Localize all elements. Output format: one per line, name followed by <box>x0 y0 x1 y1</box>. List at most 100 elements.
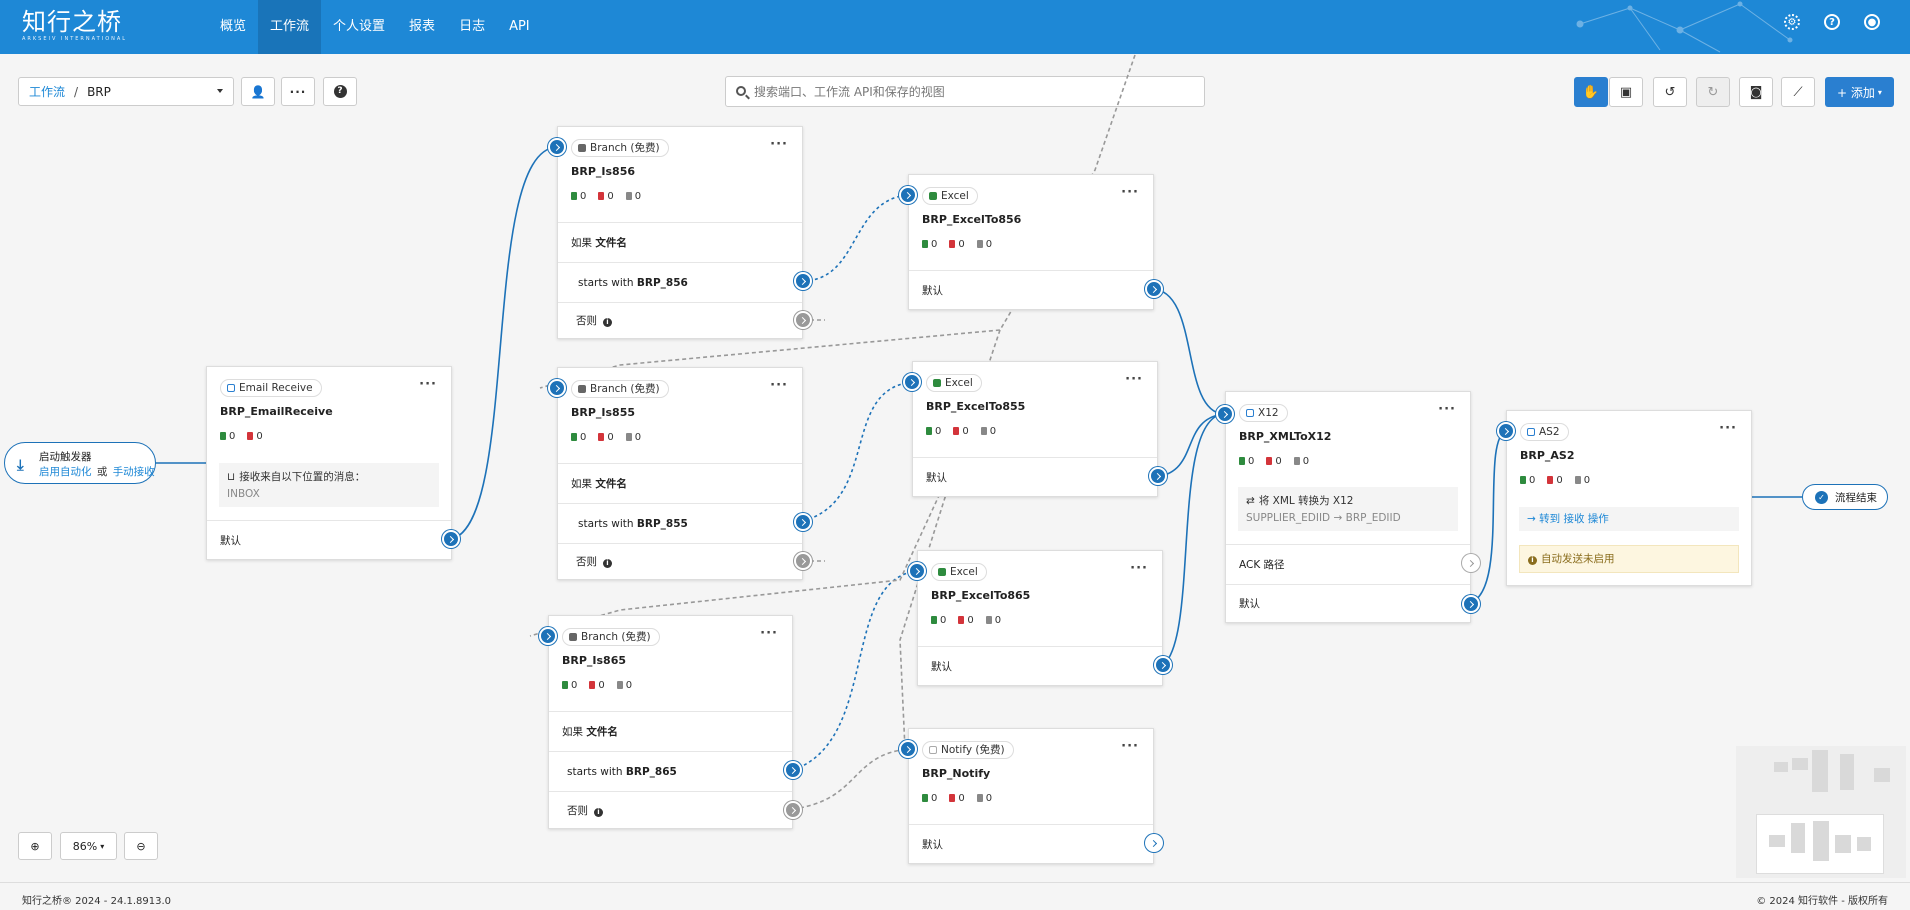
if-field: 文件名 <box>595 478 627 490</box>
rule-output-port[interactable] <box>784 761 802 779</box>
receive-action-link[interactable]: → 转到 接收 操作 <box>1519 507 1739 531</box>
minimap-block <box>1835 835 1851 853</box>
node-excel-865[interactable]: Excel ··· BRP_ExcelTo865 0 0 0 默认 <box>908 550 1172 686</box>
nav-overview[interactable]: 概览 <box>220 19 247 34</box>
add-button[interactable]: + 添加 ▾ <box>1825 77 1894 107</box>
input-port[interactable] <box>899 186 917 204</box>
start-trigger[interactable]: ⤓ 启动触发器 启用自动化 或 手动接收 <box>4 442 156 484</box>
branch-rule-row: starts with BRP_865 <box>549 751 792 791</box>
search-input[interactable]: 搜索端口、工作流 API和保存的视图 <box>725 76 1205 107</box>
output-port[interactable] <box>1462 595 1480 613</box>
nav-api[interactable]: API <box>509 19 530 34</box>
node-menu-button[interactable]: ··· <box>1121 185 1139 200</box>
output-port[interactable] <box>1145 834 1163 852</box>
redo-button[interactable]: ↻ <box>1696 77 1730 107</box>
breadcrumb-root[interactable]: 工作流 <box>29 85 66 99</box>
workflow-selector[interactable]: 工作流 / BRP <box>18 77 234 106</box>
node-menu-button[interactable]: ··· <box>419 377 437 392</box>
input-port[interactable] <box>903 373 921 391</box>
node-title: BRP_Is855 <box>571 406 636 419</box>
auto-layout-button[interactable]: ⟋ <box>1781 77 1815 107</box>
rule-output-port[interactable] <box>794 272 812 290</box>
as2-icon <box>1527 428 1535 436</box>
enable-automation-link[interactable]: 启用自动化 <box>39 466 92 478</box>
zoom-level-select[interactable]: 86% ▾ <box>60 832 117 860</box>
output-port[interactable] <box>1149 467 1167 485</box>
input-port[interactable] <box>1497 422 1515 440</box>
pending-count: 0 <box>626 432 641 443</box>
node-menu-button[interactable]: ··· <box>1125 372 1143 387</box>
output-port[interactable] <box>1154 656 1172 674</box>
output-port[interactable] <box>442 530 460 548</box>
default-label: 默认 <box>926 472 947 484</box>
info-icon[interactable]: i <box>594 808 603 817</box>
add-label: + 添加 <box>1837 85 1875 100</box>
input-port[interactable] <box>548 379 566 397</box>
node-menu-button[interactable]: ··· <box>1438 402 1456 417</box>
pending-count: 0 <box>977 793 992 804</box>
else-output-port[interactable] <box>794 311 812 329</box>
node-notify[interactable]: Notify (免费) ··· BRP_Notify 0 0 0 默认 <box>899 728 1163 864</box>
minimap[interactable] <box>1736 746 1906 878</box>
node-counts: 0 0 0 <box>571 191 641 202</box>
select-icon: ▣ <box>1619 84 1633 100</box>
minimap-viewport[interactable] <box>1756 814 1884 874</box>
nav-logs[interactable]: 日志 <box>459 19 486 34</box>
else-row: 否则 i <box>558 302 802 339</box>
else-output-port[interactable] <box>794 552 812 570</box>
branch-icon <box>578 385 586 393</box>
node-menu-button[interactable]: ··· <box>1719 421 1737 436</box>
node-as2[interactable]: AS2 ··· BRP_AS2 0 0 0 → 转到 接收 操作 i 自动发送未启… <box>1497 410 1752 586</box>
select-tool-button[interactable]: ▣ <box>1609 77 1643 107</box>
user-button[interactable]: 👤 <box>241 77 275 106</box>
else-label: 否则 <box>576 315 597 327</box>
node-branch-855[interactable]: Branch (免费) ··· BRP_Is855 0 0 0 如果 文件名 s… <box>548 367 812 580</box>
input-port[interactable] <box>548 138 566 156</box>
node-branch-856[interactable]: Branch (免费) ··· BRP_Is856 0 0 0 如果 文件名 s… <box>548 126 812 339</box>
nav-reports[interactable]: 报表 <box>409 19 436 34</box>
node-menu-button[interactable]: ··· <box>760 626 778 641</box>
pending-count: 0 <box>977 239 992 250</box>
flow-end[interactable]: ✓ 流程结束 <box>1802 484 1888 510</box>
user-icon[interactable]: ● <box>1864 14 1880 30</box>
node-title: BRP_XMLToX12 <box>1239 430 1332 443</box>
success-count: 0 <box>220 431 235 442</box>
pan-tool-button[interactable]: ✋ <box>1574 77 1608 107</box>
zoom-out-button[interactable]: ⊖ <box>124 832 158 860</box>
info-icon[interactable]: i <box>603 559 612 568</box>
input-port[interactable] <box>1216 405 1234 423</box>
node-email-receive[interactable]: Email Receive ··· BRP_EmailReceive 0 0 ⊔… <box>206 366 460 560</box>
nav-profile[interactable]: 个人设置 <box>333 19 386 34</box>
help-button[interactable]: ? <box>323 77 357 106</box>
nav-workflow[interactable]: 工作流 <box>258 0 322 54</box>
node-menu-button[interactable]: ··· <box>770 378 788 393</box>
info-icon[interactable]: i <box>603 318 612 327</box>
more-button[interactable]: ··· <box>281 77 315 106</box>
output-port[interactable] <box>1145 280 1163 298</box>
input-port[interactable] <box>908 562 926 580</box>
help-icon[interactable]: ? <box>1824 14 1840 30</box>
warning-text: 自动发送未启用 <box>1541 553 1615 565</box>
node-menu-button[interactable]: ··· <box>1121 739 1139 754</box>
rule-output-port[interactable] <box>794 513 812 531</box>
node-type-tag: Branch (免费) <box>562 628 660 646</box>
manual-receive-link[interactable]: 手动接收 <box>112 466 155 478</box>
screenshot-button[interactable]: ◙ <box>1739 77 1773 107</box>
brand-logo[interactable]: 知行之桥 ARKSEIV INTERNATIONAL <box>22 9 127 42</box>
zoom-in-button[interactable]: ⊕ <box>18 832 52 860</box>
else-output-port[interactable] <box>784 801 802 819</box>
undo-button[interactable]: ↺ <box>1653 77 1687 107</box>
node-excel-856[interactable]: Excel ··· BRP_ExcelTo856 0 0 0 默认 <box>899 174 1163 310</box>
error-count: 0 <box>1266 456 1281 467</box>
input-port[interactable] <box>539 627 557 645</box>
node-menu-button[interactable]: ··· <box>1130 561 1148 576</box>
node-excel-855[interactable]: Excel ··· BRP_ExcelTo855 0 0 0 默认 <box>903 361 1167 497</box>
node-x12[interactable]: X12 ··· BRP_XMLToX12 0 0 0 ⇄ 将 XML 转换为 X1… <box>1216 391 1480 623</box>
node-branch-865[interactable]: Branch (免费) ··· BRP_Is865 0 0 0 如果 文件名 s… <box>539 615 802 829</box>
ellipsis-icon: ··· <box>289 84 307 99</box>
node-menu-button[interactable]: ··· <box>770 137 788 152</box>
undo-icon: ↺ <box>1664 84 1676 100</box>
input-port[interactable] <box>899 740 917 758</box>
gear-icon[interactable]: ⚙ <box>1784 14 1800 30</box>
ack-output-port[interactable] <box>1462 554 1480 572</box>
